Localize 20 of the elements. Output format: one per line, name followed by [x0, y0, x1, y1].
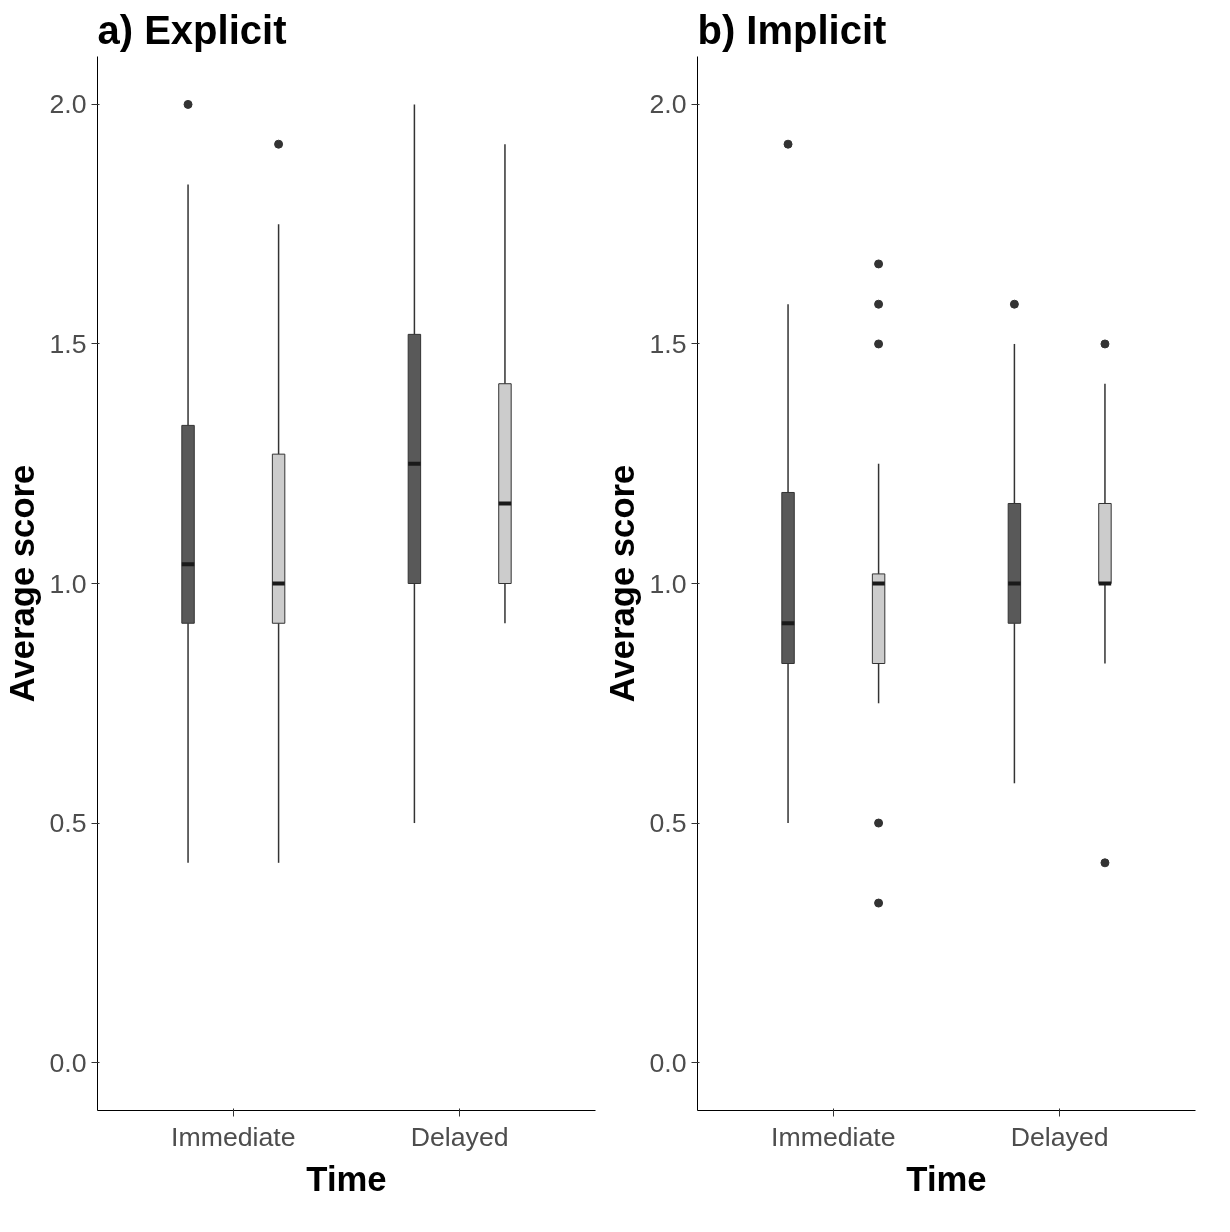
y-tick-label: 1.5	[49, 328, 87, 359]
y-tick-label: 0.5	[49, 808, 87, 839]
y-tick-label: 0.0	[649, 1047, 687, 1078]
y-tick-label: 0.0	[49, 1047, 87, 1078]
y-tick-label: 0.5	[649, 808, 687, 839]
y-tick-label: 1.0	[49, 568, 87, 599]
y-tick-label: 2.0	[49, 89, 87, 120]
x-tick-label: Immediate	[771, 1121, 896, 1152]
y-tick-label: 1.5	[649, 328, 687, 359]
x-tick-label: Immediate	[171, 1121, 296, 1152]
y-tick-label: 1.0	[649, 568, 687, 599]
x-axis-title: Time	[906, 1159, 987, 1198]
x-tick-label: Delayed	[410, 1121, 509, 1152]
chart-title: b) Implicit	[697, 7, 887, 52]
x-tick-label: Delayed	[1010, 1121, 1109, 1152]
x-axis-title: Time	[306, 1159, 387, 1198]
y-axis-title: Average score	[603, 464, 642, 703]
y-tick-label: 2.0	[649, 89, 687, 120]
y-axis-title: Average score	[3, 464, 42, 703]
chart-title: a) Explicit	[97, 7, 287, 52]
